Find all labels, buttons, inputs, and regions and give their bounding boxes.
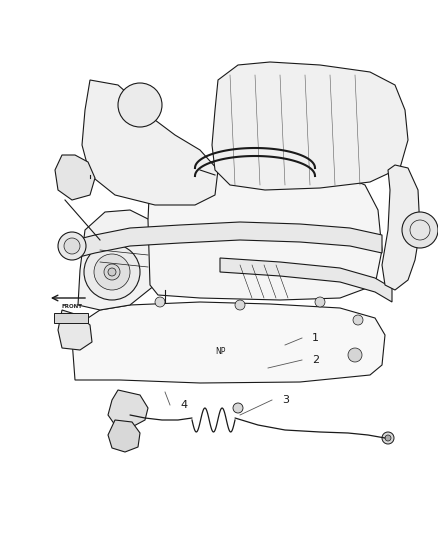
- Polygon shape: [75, 222, 382, 258]
- Circle shape: [353, 315, 363, 325]
- Circle shape: [94, 254, 130, 290]
- Text: 4: 4: [180, 400, 187, 410]
- Text: 1: 1: [312, 333, 319, 343]
- Polygon shape: [220, 258, 392, 302]
- Polygon shape: [212, 62, 408, 190]
- Polygon shape: [55, 155, 95, 200]
- Text: 2: 2: [312, 355, 319, 365]
- Polygon shape: [72, 302, 385, 383]
- Text: FRONT: FRONT: [61, 304, 82, 310]
- Polygon shape: [58, 310, 92, 350]
- Circle shape: [84, 244, 140, 300]
- Polygon shape: [108, 390, 148, 428]
- Circle shape: [233, 403, 243, 413]
- Circle shape: [235, 300, 245, 310]
- Circle shape: [385, 435, 391, 441]
- Circle shape: [382, 432, 394, 444]
- Circle shape: [348, 348, 362, 362]
- FancyBboxPatch shape: [54, 313, 88, 323]
- Polygon shape: [82, 80, 218, 205]
- Circle shape: [402, 212, 438, 248]
- Circle shape: [58, 232, 86, 260]
- Text: 3: 3: [282, 395, 289, 405]
- Text: NP: NP: [215, 348, 225, 357]
- Circle shape: [315, 297, 325, 307]
- Polygon shape: [382, 165, 420, 290]
- Polygon shape: [148, 162, 382, 300]
- Circle shape: [64, 238, 80, 254]
- Circle shape: [108, 268, 116, 276]
- Circle shape: [155, 297, 165, 307]
- Circle shape: [118, 83, 162, 127]
- Circle shape: [104, 264, 120, 280]
- Polygon shape: [78, 210, 158, 310]
- Polygon shape: [108, 420, 140, 452]
